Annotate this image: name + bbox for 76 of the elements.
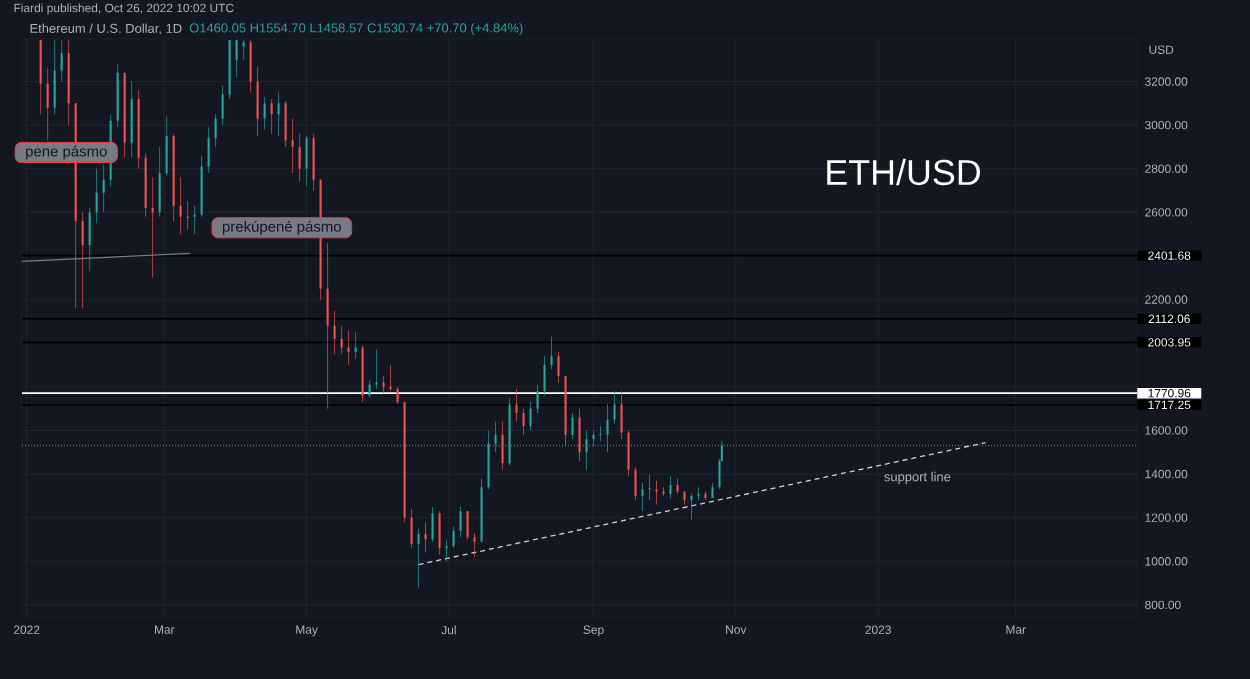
ref-line-label: 2401.68 bbox=[1148, 251, 1191, 260]
y-tick-label: 1400.00 bbox=[1145, 469, 1188, 479]
ref-line-label: 2112.06 bbox=[1148, 314, 1190, 323]
candlestick bbox=[599, 425, 602, 442]
candlestick bbox=[515, 388, 518, 423]
x-tick-label: May bbox=[296, 625, 318, 637]
ref-line-label: 2003.95 bbox=[1148, 338, 1191, 347]
candlestick bbox=[382, 375, 385, 394]
annotation: ETH/USD bbox=[827, 158, 981, 186]
candlestick bbox=[613, 390, 616, 425]
candlestick bbox=[655, 480, 658, 505]
candlestick bbox=[459, 506, 462, 538]
x-tick-label: Jul bbox=[441, 625, 456, 635]
candlestick bbox=[697, 486, 700, 501]
candlestick bbox=[571, 412, 574, 440]
candlestick bbox=[214, 113, 217, 148]
y-tick-label: 2600.00 bbox=[1145, 208, 1188, 217]
candlestick bbox=[529, 401, 532, 431]
x-tick-label: Mar bbox=[154, 625, 175, 634]
candlestick bbox=[417, 528, 420, 588]
candlestick bbox=[235, 39, 238, 78]
text: Fiardi published, Oct 26, 2022 10:02 UTC bbox=[14, 3, 234, 15]
annotation: pene pásmo bbox=[26, 145, 107, 160]
x-tick-label: Nov bbox=[726, 625, 747, 634]
candlestick bbox=[95, 168, 98, 224]
candlestick bbox=[277, 92, 280, 137]
candlestick bbox=[585, 430, 588, 471]
candlestick bbox=[592, 430, 595, 447]
candlestick bbox=[186, 201, 189, 231]
candlestick bbox=[424, 521, 427, 553]
candlestick bbox=[333, 310, 336, 355]
candlestick bbox=[263, 96, 266, 130]
candlestick bbox=[452, 526, 455, 549]
candlestick bbox=[298, 133, 301, 183]
candlestick bbox=[102, 164, 105, 213]
y-tick-label: 800.00 bbox=[1145, 600, 1181, 610]
annotation: support line bbox=[884, 471, 951, 484]
candlestick bbox=[81, 212, 84, 309]
y-tick-label: 1200.00 bbox=[1145, 513, 1188, 522]
x-tick-label: 2023 bbox=[865, 625, 891, 634]
chart-subtitle: O1460.05 H1554.70 L1458.57 C1530.74 +70.70 (+4.84%) bbox=[189, 22, 523, 36]
candlestick bbox=[606, 403, 609, 453]
candlestick bbox=[340, 325, 343, 355]
candlestick bbox=[60, 39, 63, 82]
ref-line-label: 1717.25 bbox=[1148, 400, 1191, 410]
candlestick bbox=[557, 351, 560, 383]
ref-line-label: 1770.96 bbox=[1148, 388, 1191, 398]
candlestick bbox=[291, 118, 294, 174]
candlestick bbox=[221, 85, 224, 126]
y-tick-label: 2800.00 bbox=[1145, 164, 1188, 173]
candlestick bbox=[46, 68, 49, 141]
candlestick bbox=[473, 532, 476, 558]
candlestick bbox=[662, 486, 665, 497]
y-tick-label: 1600.00 bbox=[1145, 426, 1188, 435]
x-tick-label: 2022 bbox=[13, 625, 40, 634]
annotation: prekúpené pásmo bbox=[222, 220, 341, 235]
chart-title: Ethereum / U.S. Dollar, 1D bbox=[30, 23, 182, 35]
y-tick-label: 3200.00 bbox=[1145, 77, 1188, 86]
candlestick bbox=[550, 336, 553, 370]
y-tick-label: 3000.00 bbox=[1145, 120, 1188, 130]
candlestick bbox=[179, 177, 182, 235]
x-tick-label: Sep bbox=[583, 625, 604, 637]
candlestick bbox=[669, 475, 672, 499]
candlestick bbox=[270, 98, 273, 135]
candlestick bbox=[375, 349, 378, 390]
candlestick bbox=[242, 39, 245, 61]
candlestick bbox=[536, 384, 539, 414]
candlestick bbox=[690, 493, 693, 521]
y-tick-label: 2200.00 bbox=[1145, 295, 1188, 304]
y-tick-label: 1000.00 bbox=[1145, 557, 1188, 566]
candlestick bbox=[522, 408, 525, 436]
candlestick bbox=[648, 473, 651, 501]
candlestick bbox=[494, 421, 497, 453]
y-axis-title: USD bbox=[1149, 45, 1174, 54]
x-tick-label: Mar bbox=[1006, 625, 1026, 634]
candlestick bbox=[641, 482, 644, 512]
